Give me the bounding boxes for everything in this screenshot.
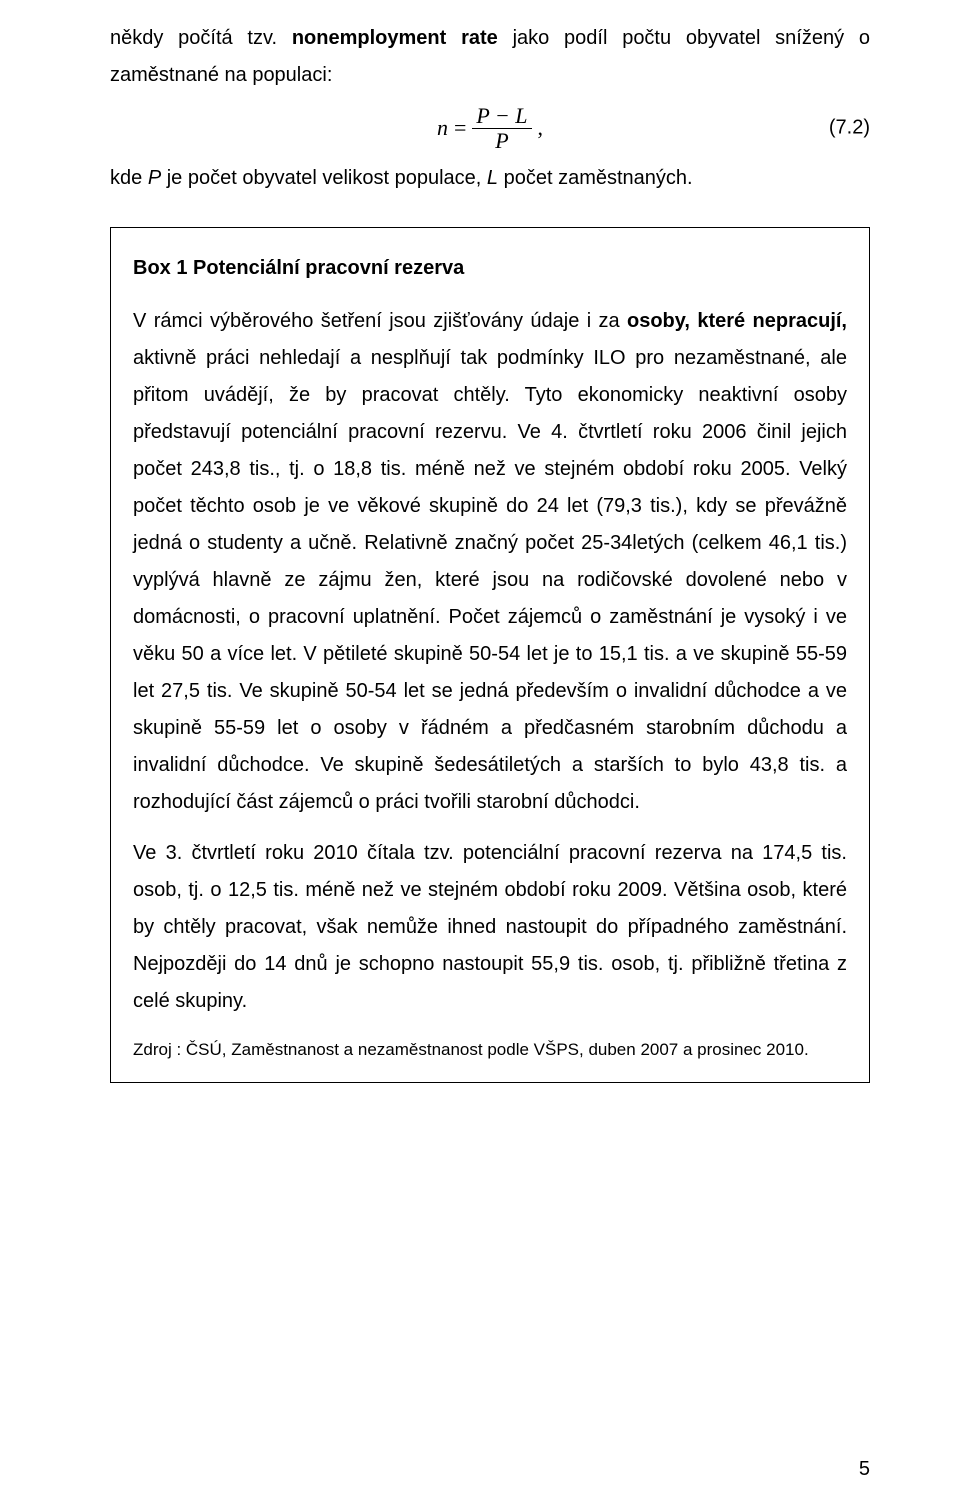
equation-eq-sign: = <box>454 108 466 149</box>
equation-trailing-comma: , <box>538 108 544 149</box>
intro-text-pre: někdy počítá tzv. <box>110 27 292 49</box>
intro-bold-term: nonemployment rate <box>292 27 498 49</box>
aftereq-post: počet zaměstnaných. <box>498 167 693 189</box>
aftereq-var-p: P <box>148 167 161 189</box>
equation-explanation: kde P je počet obyvatel velikost populac… <box>110 160 870 197</box>
equation-lhs: n <box>437 108 448 149</box>
box-p1-pre: V rámci výběrového šetření jsou zjišťová… <box>133 310 627 332</box>
aftereq-mid: je počet obyvatel velikost populace, <box>161 167 487 189</box>
box-source: Zdroj : ČSÚ, Zaměstnanost a nezaměstnano… <box>133 1038 847 1062</box>
box-paragraph-2: Ve 3. čtvrtletí roku 2010 čítala tzv. po… <box>133 835 847 1020</box>
equation-denominator: P <box>491 129 512 152</box>
box-title: Box 1 Potenciální pracovní rezerva <box>133 250 847 287</box>
equation-number-label: (7.2) <box>829 110 870 147</box>
box-p1-bold: osoby, které nepracují, <box>627 310 847 332</box>
box-p1-post: aktivně práci nehledají a nesplňují tak … <box>133 347 847 813</box>
equation-row: n = P − L P , (7.2) <box>110 100 870 156</box>
page-number: 5 <box>859 1451 870 1488</box>
equation-fraction: P − L P <box>472 104 531 151</box>
aftereq-var-l: L <box>487 167 498 189</box>
equation: n = P − L P , <box>437 104 543 151</box>
box-paragraph-1: V rámci výběrového šetření jsou zjišťová… <box>133 303 847 821</box>
document-page: někdy počítá tzv. nonemployment rate jak… <box>0 0 960 1506</box>
box-potential-labour-reserve: Box 1 Potenciální pracovní rezerva V rám… <box>110 227 870 1083</box>
equation-numerator: P − L <box>472 104 531 127</box>
aftereq-pre: kde <box>110 167 148 189</box>
intro-paragraph: někdy počítá tzv. nonemployment rate jak… <box>110 20 870 94</box>
